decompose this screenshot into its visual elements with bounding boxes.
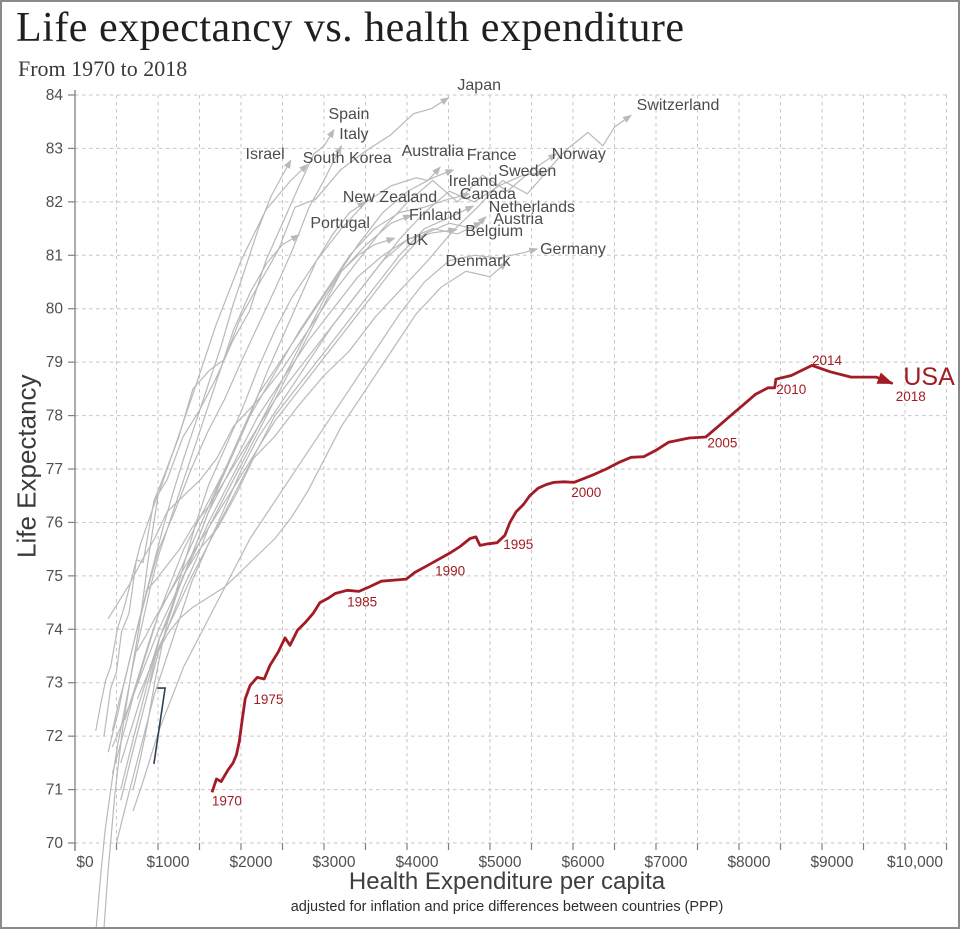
y-tick-label: 83 — [46, 140, 63, 157]
country-label-netherlands: Netherlands — [489, 199, 575, 216]
country-line-switzerland — [149, 114, 632, 683]
x-tick-label: $5000 — [478, 854, 521, 871]
x-tick-label: $6000 — [561, 854, 604, 871]
x-axis-note: adjusted for inflation and price differe… — [290, 899, 724, 915]
y-tick-label: 80 — [46, 301, 64, 318]
x-tick-label: $9000 — [810, 854, 853, 871]
y-tick-label: 77 — [46, 461, 63, 478]
y-tick-label: 82 — [46, 194, 63, 211]
country-label-germany: Germany — [540, 241, 606, 258]
y-tick-label: 84 — [46, 87, 64, 104]
y-tick-label: 79 — [46, 354, 63, 371]
usa-year-label-2014: 2014 — [812, 353, 843, 368]
x-tick-label: $1000 — [146, 854, 189, 871]
y-tick-label: 71 — [46, 782, 63, 799]
country-label-switzerland: Switzerland — [637, 97, 720, 114]
y-tick-label: 76 — [46, 514, 63, 531]
usa-label: USA — [903, 363, 955, 391]
x-tick-label: $2000 — [229, 854, 272, 871]
y-tick-label: 78 — [46, 408, 63, 425]
country-line-canada — [136, 205, 475, 700]
country-label-new-zealand: New Zealand — [343, 189, 437, 206]
x-tick-label: $0 — [76, 854, 94, 871]
country-line-germany — [132, 247, 539, 812]
country-line-new-zealand — [120, 201, 367, 764]
country-label-portugal: Portugal — [310, 215, 370, 232]
country-label-canada: Canada — [460, 186, 516, 203]
usa-year-label-2018: 2018 — [896, 389, 926, 404]
x-tick-label: $10,000 — [887, 854, 943, 871]
highlight-segment — [153, 687, 167, 765]
usa-year-label-2005: 2005 — [707, 435, 737, 450]
usa-year-label-1975: 1975 — [253, 692, 283, 707]
country-label-belgium: Belgium — [465, 223, 523, 240]
country-label-israel: Israel — [246, 146, 285, 163]
country-label-sweden: Sweden — [498, 163, 556, 180]
country-line-japan — [103, 97, 450, 737]
usa-year-label-2000: 2000 — [571, 485, 601, 500]
x-axis-title: Health Expenditure per capita — [348, 868, 666, 895]
x-tick-label: $7000 — [644, 854, 687, 871]
country-label-finland: Finland — [409, 207, 461, 224]
country-line-portugal — [95, 234, 300, 927]
usa-year-label-1970: 1970 — [212, 793, 242, 808]
x-tick-label: $4000 — [395, 854, 438, 871]
country-line-austria — [115, 221, 483, 844]
country-line-finland — [120, 214, 413, 801]
country-label-australia: Australia — [402, 143, 464, 160]
country-line-spain — [95, 128, 335, 731]
x-tick-label: $8000 — [727, 854, 770, 871]
country-line-israel — [107, 159, 292, 753]
usa-year-label-1995: 1995 — [503, 537, 533, 552]
usa-year-label-1990: 1990 — [435, 564, 465, 579]
country-label-spain: Spain — [328, 106, 369, 123]
x-tick-label: $3000 — [312, 854, 355, 871]
country-line-belgium — [120, 227, 458, 790]
y-axis-title: Life Expectancy — [11, 374, 42, 559]
country-label-norway: Norway — [552, 146, 606, 163]
country-line-uk — [111, 237, 396, 748]
usa-line — [210, 363, 894, 793]
country-label-japan: Japan — [457, 77, 501, 94]
y-tick-label: 81 — [46, 247, 63, 264]
usa-year-label-1985: 1985 — [347, 595, 377, 610]
country-line-australia — [132, 166, 441, 790]
y-tick-label: 74 — [46, 621, 64, 638]
country-line-south-korea — [103, 163, 309, 927]
usa-year-label-2010: 2010 — [776, 382, 806, 397]
country-label-south-korea: South Korea — [303, 150, 392, 167]
country-label-france: France — [467, 147, 517, 164]
country-label-ireland: Ireland — [449, 173, 498, 190]
country-line-denmark — [149, 261, 508, 667]
country-line-france — [124, 169, 455, 721]
y-tick-label: 73 — [46, 675, 63, 692]
country-label-italy: Italy — [339, 126, 368, 143]
country-line-netherlands — [136, 216, 487, 651]
country-label-denmark: Denmark — [446, 253, 512, 270]
country-label-austria: Austria — [493, 211, 543, 228]
country-label-uk: UK — [406, 232, 429, 249]
chart-title: Life expectancy vs. health expenditure — [16, 5, 685, 51]
country-line-ireland — [111, 192, 471, 774]
y-tick-label: 72 — [46, 728, 63, 745]
y-tick-label: 70 — [46, 835, 64, 852]
y-tick-label: 75 — [46, 568, 63, 585]
chart-subtitle: From 1970 to 2018 — [18, 56, 188, 81]
